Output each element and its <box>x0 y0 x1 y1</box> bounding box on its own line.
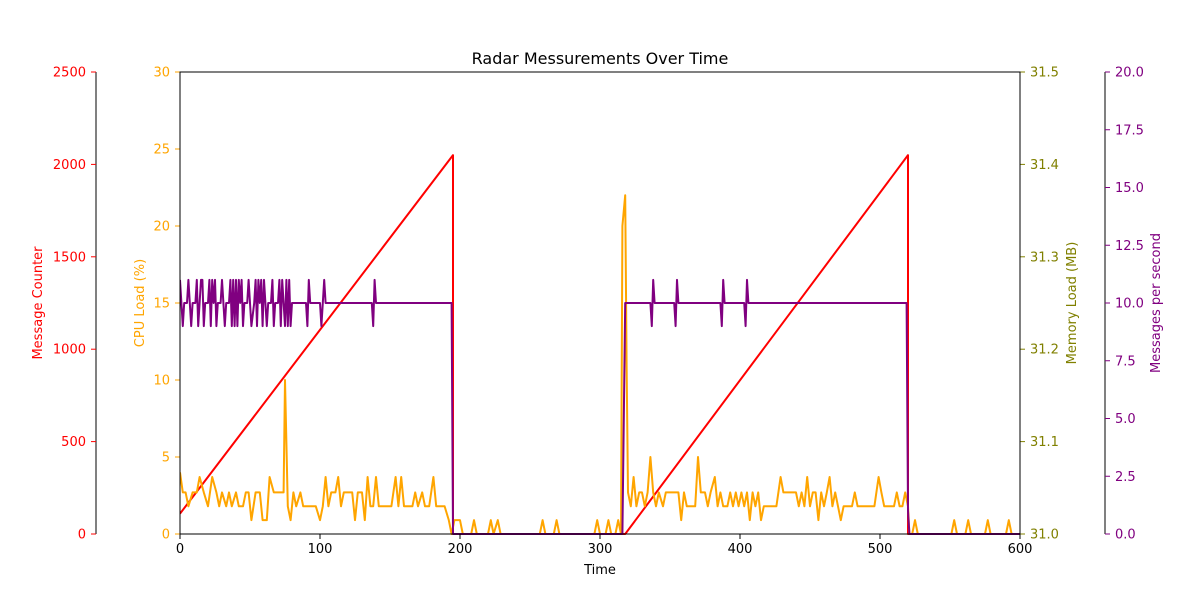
counter-tick-label: 2500 <box>53 66 86 81</box>
counter-axis-label: Message Counter <box>31 246 46 360</box>
counter-tick-label: 2000 <box>53 158 86 173</box>
cpu-tick-label: 30 <box>153 66 170 81</box>
cpu-series-line <box>180 194 1020 535</box>
chart-title: Radar Messurements Over Time <box>472 49 729 68</box>
x-tick-label: 300 <box>588 542 613 557</box>
memory-tick-label: 31.3 <box>1030 250 1059 265</box>
x-tick-label: 400 <box>728 542 753 557</box>
memory-tick-label: 31.5 <box>1030 66 1059 81</box>
counter-tick-label: 0 <box>78 528 86 543</box>
cpu-tick-label: 15 <box>153 297 170 312</box>
cpu-tick-label: 0 <box>162 528 170 543</box>
cpu-tick-label: 25 <box>153 143 170 158</box>
x-tick-label: 0 <box>176 542 184 557</box>
rate-tick-label: 5.0 <box>1115 412 1136 427</box>
rate-series-line <box>180 278 1020 535</box>
rate-tick-label: 12.5 <box>1115 239 1144 254</box>
counter-tick-label: 1000 <box>53 343 86 358</box>
memory-axis-label: Memory Load (MB) <box>1065 242 1080 365</box>
cpu-tick-label: 5 <box>162 451 170 466</box>
rate-axis-label: Messages per second <box>1149 233 1164 373</box>
memory-tick-label: 31.1 <box>1030 435 1059 450</box>
x-axis-label: Time <box>583 563 616 578</box>
rate-tick-label: 10.0 <box>1115 297 1144 312</box>
cpu-tick-label: 20 <box>153 220 170 235</box>
x-tick-label: 600 <box>1008 542 1033 557</box>
x-tick-label: 500 <box>868 542 893 557</box>
rate-tick-label: 20.0 <box>1115 66 1144 81</box>
rate-tick-label: 17.5 <box>1115 123 1144 138</box>
rate-tick-label: 0.0 <box>1115 528 1136 543</box>
x-tick-label: 100 <box>308 542 333 557</box>
cpu-tick-label: 10 <box>153 374 170 389</box>
plot-frame <box>179 71 1021 535</box>
x-tick-label: 200 <box>448 542 473 557</box>
axes: 0 100 200 300 400 500 60005001000150020002500M… <box>31 66 1164 558</box>
memory-tick-label: 31.4 <box>1030 158 1059 173</box>
counter-tick-label: 1500 <box>53 250 86 265</box>
cpu-axis-label: CPU Load (%) <box>133 259 148 347</box>
rate-tick-label: 15.0 <box>1115 181 1144 196</box>
memory-tick-label: 31.2 <box>1030 343 1059 358</box>
counter-tick-label: 500 <box>61 435 86 450</box>
rate-tick-label: 7.5 <box>1115 354 1136 369</box>
rate-tick-label: 2.5 <box>1115 470 1136 485</box>
memory-tick-label: 31.0 <box>1030 528 1059 543</box>
